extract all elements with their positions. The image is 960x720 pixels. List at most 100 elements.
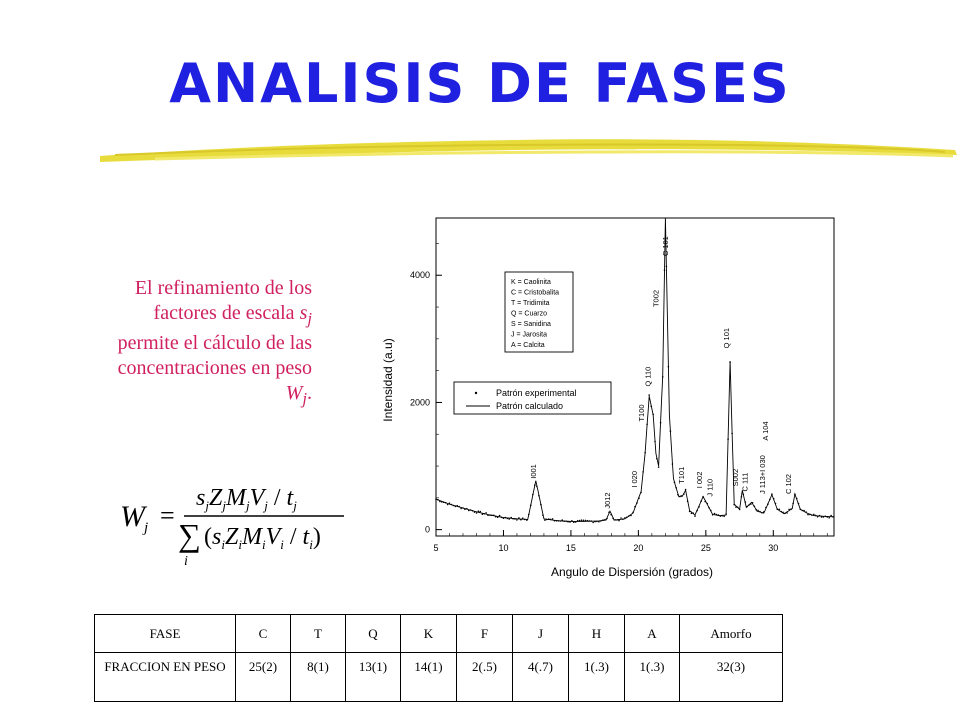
exp-point <box>520 518 522 521</box>
exp-point <box>448 502 451 505</box>
exp-point <box>750 503 752 505</box>
phase-key-item: J = Jarosita <box>511 332 547 339</box>
exp-point <box>642 471 644 473</box>
exp-point <box>746 505 748 508</box>
experimental-pattern-dots <box>435 265 834 524</box>
exp-point <box>435 498 437 500</box>
exp-point <box>710 509 712 512</box>
description-suffix: . <box>307 382 312 404</box>
exp-point <box>475 512 478 514</box>
exp-point <box>548 518 550 520</box>
exp-point <box>437 498 439 501</box>
exp-point <box>696 509 698 512</box>
plot-frame <box>435 217 835 537</box>
numerator-part-10: j <box>291 498 297 513</box>
exp-point <box>692 512 694 514</box>
exp-point <box>502 517 505 519</box>
exp-point <box>628 515 630 517</box>
exp-point <box>657 466 660 468</box>
exp-point <box>744 501 747 503</box>
exp-point <box>514 518 516 520</box>
exp-point <box>462 507 464 509</box>
subscript-j-2: j <box>302 389 307 408</box>
header-cell: H <box>568 614 625 653</box>
exp-point <box>702 496 704 498</box>
exp-point <box>512 518 514 520</box>
table-header-row: FASE C T Q K F J H A Amorfo <box>94 614 783 653</box>
exp-point <box>761 511 763 514</box>
x-axis-label: Angulo de Dispersión (grados) <box>551 565 713 579</box>
description-text: El refinamiento de los factores de escal… <box>100 276 312 411</box>
exp-point <box>832 516 834 518</box>
exp-point <box>604 518 606 521</box>
exp-point <box>510 516 512 519</box>
exp-point <box>820 516 823 518</box>
peak-label: C 102 <box>784 474 793 494</box>
exp-point <box>468 509 470 512</box>
exp-point <box>774 502 777 505</box>
exp-point <box>542 514 544 516</box>
exp-point <box>590 520 592 522</box>
exp-point <box>594 520 596 523</box>
exp-point <box>640 491 642 494</box>
phase-key-item: A = Calcita <box>511 342 545 349</box>
exp-point <box>441 501 443 503</box>
exp-point <box>466 507 468 510</box>
phase-key-item: Q = Cuarzo <box>511 311 547 318</box>
exp-point <box>518 517 520 519</box>
symbol-w: W <box>285 382 303 404</box>
exp-point <box>620 517 622 519</box>
exp-point <box>816 516 819 518</box>
value-cell: 2(.5) <box>456 652 513 702</box>
exp-point <box>757 509 759 512</box>
exp-point <box>735 506 737 508</box>
exp-point <box>481 513 484 515</box>
legend-calc-label: Patrón calculado <box>496 401 563 411</box>
peak-label: J012 <box>603 492 612 508</box>
exp-point <box>661 376 664 378</box>
exp-point <box>708 506 710 509</box>
exp-point <box>444 501 447 504</box>
exp-point <box>776 508 779 511</box>
exp-point <box>731 432 733 435</box>
exp-point <box>677 493 679 496</box>
exp-point <box>614 519 616 521</box>
exp-point <box>725 513 727 515</box>
exp-point <box>814 514 817 517</box>
peak-label: C 101 <box>661 236 670 256</box>
exp-point <box>524 518 526 521</box>
peak-label: C 111 <box>741 473 750 492</box>
numerator-part-8: / <box>268 485 287 511</box>
exp-point <box>602 519 604 521</box>
exp-point <box>772 498 775 500</box>
peak-label: Q 101 <box>722 328 731 348</box>
exp-point <box>646 423 648 426</box>
denominator-part-7: V <box>266 524 283 550</box>
exp-point <box>489 514 491 516</box>
exp-point <box>487 514 489 517</box>
exp-point <box>751 502 754 504</box>
denominator-part-1: s <box>212 524 221 550</box>
exp-point <box>450 503 453 506</box>
exp-point <box>496 516 499 519</box>
exp-point <box>473 511 476 513</box>
legend-marker-exp <box>474 391 478 395</box>
exp-point <box>717 514 720 516</box>
phase-fraction-table: FASE C T Q K F J H A Amorfo FRACCION EN … <box>94 614 783 702</box>
exp-point <box>483 513 485 515</box>
yellow-brush-stroke <box>100 139 957 162</box>
x-tick-label: 15 <box>566 543 576 553</box>
exp-point <box>588 520 590 522</box>
exp-point <box>555 520 558 522</box>
peak-label: J 113+I 030 <box>758 455 767 494</box>
exp-point <box>711 514 714 516</box>
exp-point <box>571 520 573 522</box>
exp-point <box>665 265 668 268</box>
exp-point <box>636 502 638 504</box>
header-cell: J <box>512 614 569 653</box>
exp-point <box>576 519 579 522</box>
exp-point <box>809 513 811 516</box>
exp-point <box>686 500 689 503</box>
exp-point <box>454 505 457 508</box>
exp-point <box>549 518 552 521</box>
